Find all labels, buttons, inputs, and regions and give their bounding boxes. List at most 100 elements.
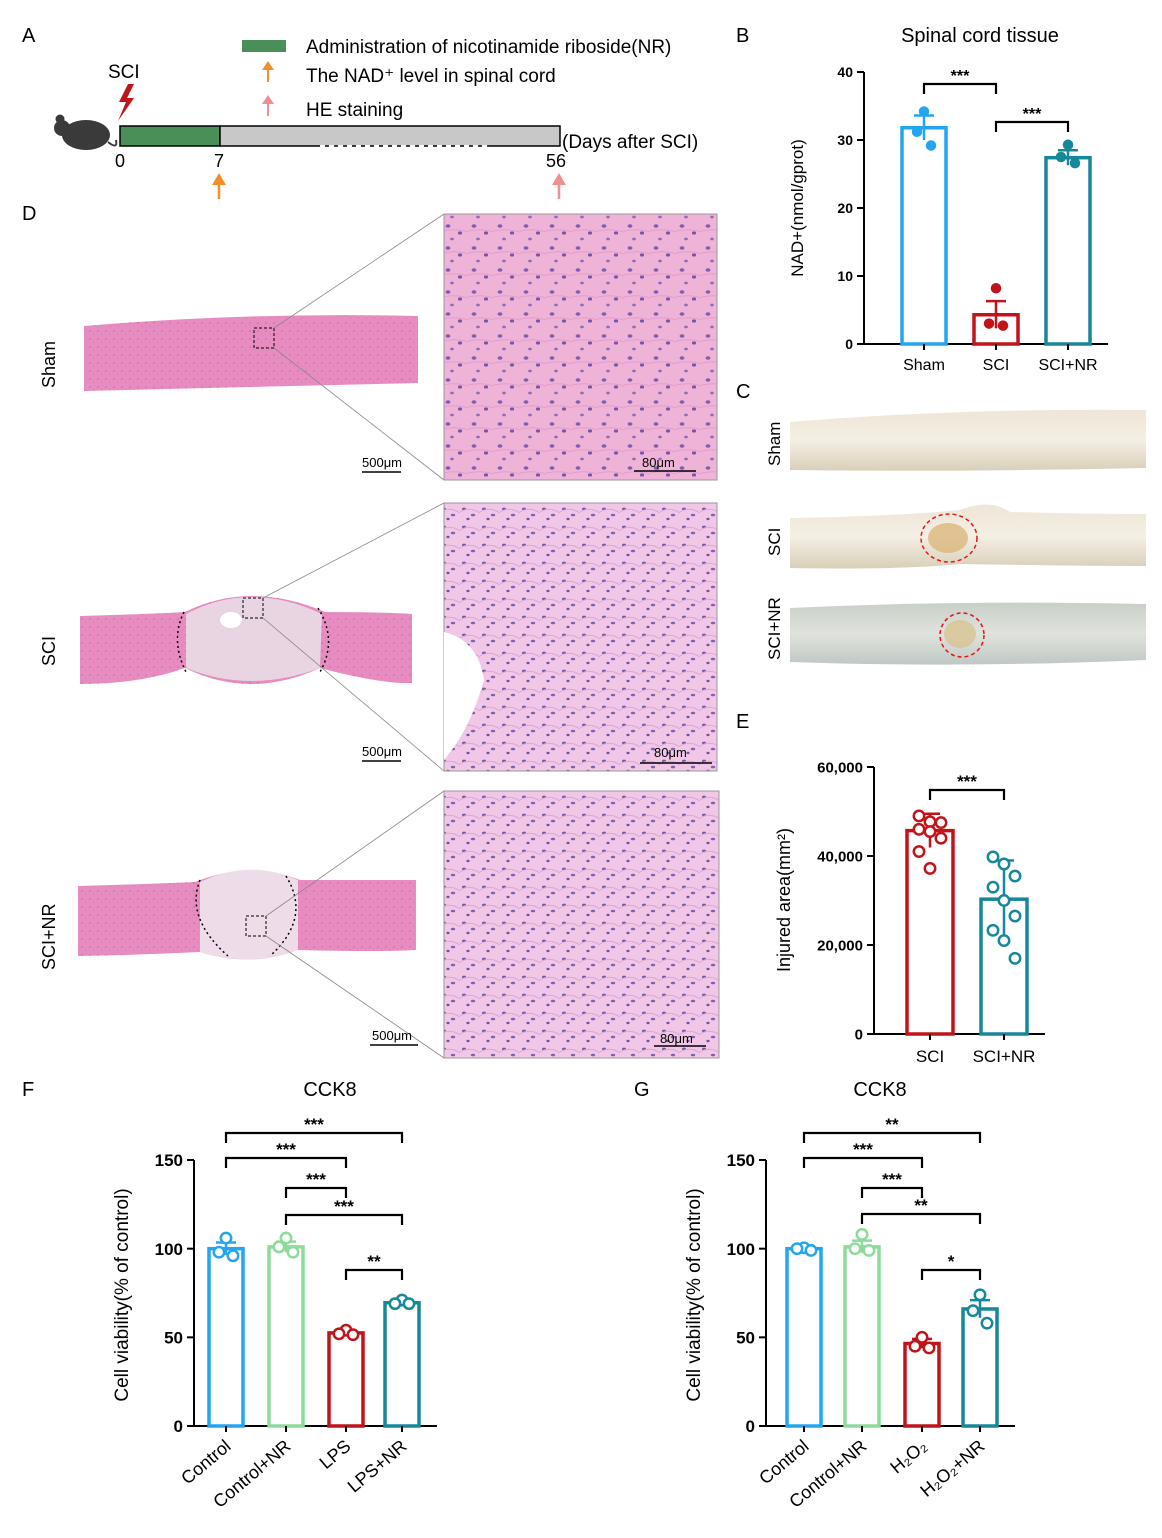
- data-point: [923, 862, 937, 875]
- data-point: [912, 845, 926, 858]
- bar: [267, 1245, 305, 1428]
- x-tick-label: LPS+NR: [344, 1436, 411, 1497]
- data-point: [1062, 139, 1074, 151]
- legend-bar-swatch: [242, 40, 286, 52]
- significance-bracket: [224, 1131, 404, 1143]
- data-point: [918, 106, 930, 117]
- y-tick-label: 10: [837, 268, 853, 284]
- legend-he-label: HE staining: [306, 100, 403, 121]
- data-point: [923, 825, 937, 838]
- panel-d: D Sham 500μm 80μm SCI 500μm 80μm SCI+NR: [22, 203, 720, 1059]
- data-point: [346, 1328, 360, 1342]
- significance-bracket: [922, 82, 998, 94]
- chart-f: CCK8 0 50 100 150 Cell viability(% of control…: [112, 1079, 437, 1512]
- sham-section-image: [84, 315, 418, 391]
- panel-label-a: A: [22, 25, 36, 47]
- x-tick-label: SCI+NR: [973, 1047, 1036, 1066]
- y-tick-label: 0: [174, 1417, 183, 1436]
- histology-row-label-scinr: SCI+NR: [39, 903, 59, 970]
- data-point: [1008, 869, 1022, 883]
- sci-event-label: SCI: [108, 62, 140, 83]
- chart-title: Spinal cord tissue: [901, 25, 1059, 47]
- bar: [1044, 155, 1092, 346]
- sci-lesion-marker: [920, 513, 978, 563]
- bar: [905, 828, 955, 1036]
- y-axis-label: Injured area(mm²): [774, 828, 794, 972]
- data-point: [973, 1288, 987, 1302]
- bar: [903, 1341, 941, 1428]
- scinr-scale-high: 80μm: [660, 1031, 693, 1046]
- bar: [327, 1331, 365, 1428]
- data-point: [997, 857, 1011, 871]
- data-point: [990, 282, 1002, 294]
- data-point: [848, 1242, 862, 1256]
- data-point: [1069, 157, 1081, 169]
- significance-label: **: [914, 1196, 928, 1215]
- data-point: [908, 1339, 922, 1353]
- data-point: [966, 1304, 980, 1318]
- data-point: [286, 1245, 300, 1259]
- lightning-icon: [118, 84, 134, 121]
- bar: [900, 126, 948, 346]
- data-point: [912, 822, 926, 836]
- y-tick-label: 40: [837, 64, 853, 80]
- legend-orange-arrow-icon: [262, 61, 274, 82]
- sham-scale-high: 80μm: [642, 455, 675, 470]
- timeline-treatment-bar: [119, 125, 221, 147]
- data-point: [986, 850, 1000, 864]
- y-axis-label: Cell viability(% of control): [684, 1188, 705, 1401]
- significance-bracket: [928, 788, 1006, 800]
- histology-row-label-sham: Sham: [39, 341, 59, 388]
- data-point: [1008, 951, 1022, 965]
- chart-title: CCK8: [303, 1079, 356, 1101]
- histology-row-label-sci: SCI: [39, 636, 59, 666]
- significance-label: **: [885, 1115, 899, 1134]
- y-tick-label: 40,000: [817, 848, 863, 865]
- data-point: [862, 1243, 876, 1257]
- data-point: [986, 923, 1000, 937]
- y-tick-label: 100: [727, 1240, 755, 1259]
- data-point: [983, 318, 995, 329]
- legend-nr-label: Administration of nicotinamide riboside(…: [306, 37, 671, 58]
- panel-c: C Sham SCI SCI+NR: [736, 381, 1146, 665]
- data-point: [332, 1327, 346, 1341]
- significance-bracket: [860, 1186, 924, 1198]
- x-tick-label: SCI+NR: [1038, 357, 1097, 374]
- data-point: [272, 1240, 286, 1254]
- gross-row-label-scinr: SCI+NR: [765, 597, 784, 660]
- timeline-tick-0: 0: [115, 151, 125, 171]
- x-tick-label: LPS: [316, 1436, 355, 1473]
- x-tick-label: Control: [177, 1436, 234, 1489]
- significance-bracket: [860, 1212, 982, 1224]
- mouse-icon: [54, 114, 118, 150]
- significance-label: *: [948, 1252, 955, 1271]
- data-point: [997, 894, 1011, 907]
- sham-scale-low: 500μm: [362, 455, 402, 470]
- data-point: [934, 816, 948, 830]
- sham-gross-image: [790, 409, 1146, 471]
- y-tick-label: 50: [736, 1328, 755, 1347]
- gross-row-label-sham: Sham: [765, 422, 784, 466]
- day7-arrow-icon: [212, 173, 226, 199]
- y-tick-label: 0: [845, 336, 853, 352]
- y-tick-label: 50: [164, 1328, 183, 1347]
- y-tick-label: 0: [855, 1026, 863, 1043]
- y-tick-label: 150: [727, 1151, 755, 1170]
- legend-pink-arrow-icon: [262, 95, 274, 116]
- bar: [843, 1245, 881, 1428]
- panel-label-g: G: [634, 1079, 650, 1101]
- legend-nad-label: The NAD⁺ level in spinal cord: [306, 66, 556, 87]
- y-tick-label: 20,000: [817, 937, 863, 954]
- sci-highres-image: [443, 502, 718, 772]
- significance-label: ***: [306, 1170, 326, 1189]
- data-point: [934, 831, 948, 845]
- bar: [383, 1301, 421, 1428]
- panel-label-e: E: [736, 711, 749, 733]
- x-tick-label: SCI: [983, 357, 1010, 374]
- data-point: [388, 1297, 402, 1311]
- data-point: [279, 1231, 293, 1245]
- panel-label-f: F: [22, 1079, 34, 1101]
- y-tick-label: 150: [155, 1151, 183, 1170]
- y-tick-label: 100: [155, 1240, 183, 1259]
